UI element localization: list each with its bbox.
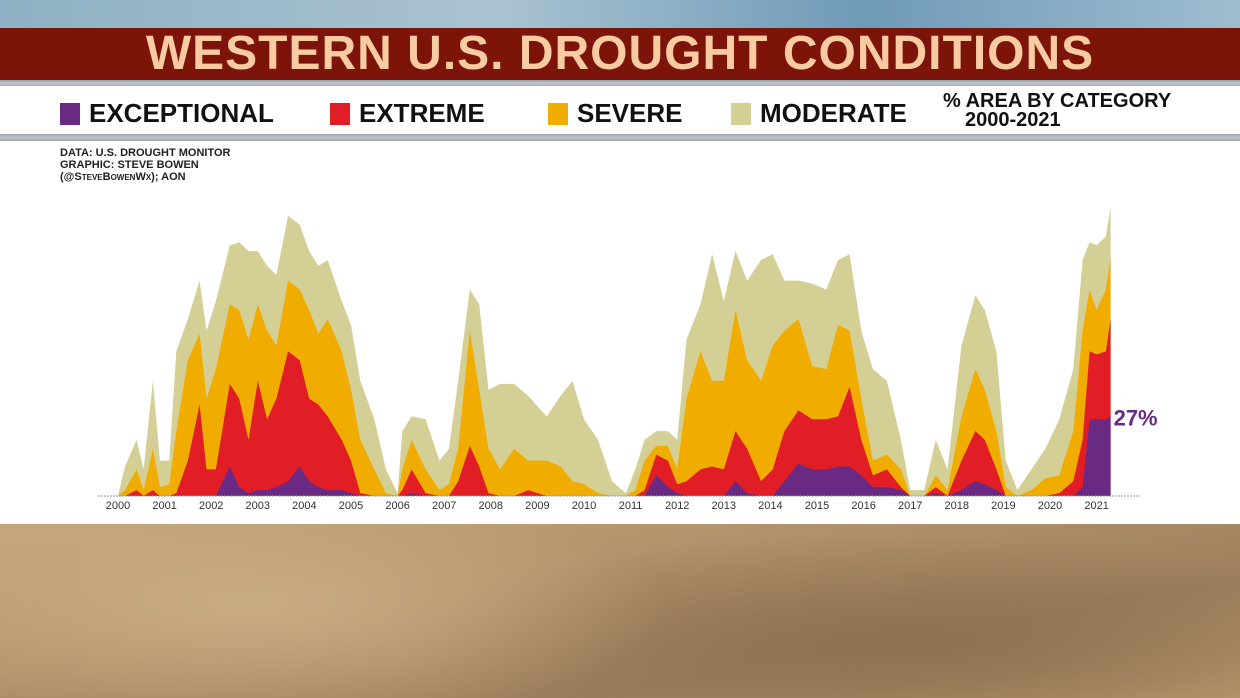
legend-item-severe: SEVERE	[548, 98, 683, 129]
x-tick-label: 2010	[572, 500, 596, 512]
legend-note: % AREA BY CATEGORY 2000-2021	[943, 90, 1172, 131]
x-tick-label: 2019	[991, 500, 1015, 512]
x-tick-label: 2000	[106, 500, 130, 512]
legend-label: MODERATE	[760, 98, 907, 128]
divider-bottom	[0, 134, 1240, 141]
x-tick-label: 2004	[292, 500, 316, 512]
source-line: GRAPHIC: STEVE BOWEN	[60, 159, 199, 171]
legend-item-extreme: EXTREME	[330, 98, 485, 129]
divider-top	[0, 80, 1240, 87]
area-severe	[118, 257, 1111, 496]
legend-swatch	[330, 102, 350, 125]
area-extreme	[118, 319, 1111, 496]
x-tick-label: 2005	[339, 500, 363, 512]
x-tick-label: 2001	[152, 500, 176, 512]
legend-item-exceptional: EXCEPTIONAL	[60, 98, 274, 129]
x-tick-label: 2003	[246, 500, 270, 512]
legend-note-line2: 2000-2021	[965, 109, 1061, 131]
legend-swatch	[548, 102, 568, 125]
x-tick-label: 2015	[805, 500, 829, 512]
page-title: WESTERN U.S. DROUGHT CONDITIONS	[145, 27, 1095, 80]
x-tick-label: 2006	[385, 500, 409, 512]
sky-background	[0, 0, 1240, 28]
x-tick-label: 2021	[1084, 500, 1108, 512]
legend-swatch	[60, 102, 80, 125]
x-tick-label: 2011	[619, 500, 643, 512]
source-line: (@SteveBowenWx); AON	[60, 171, 186, 183]
source-credit: DATA: U.S. DROUGHT MONITOR GRAPHIC: STEV…	[60, 147, 231, 183]
x-tick-label: 2009	[525, 500, 549, 512]
legend-item-moderate: MODERATE	[731, 98, 907, 129]
legend: EXCEPTIONAL EXTREME SEVERE MODERATE % AR…	[0, 86, 1240, 134]
sand-dunes-background	[0, 524, 1240, 698]
x-tick-label: 2014	[758, 500, 782, 512]
x-tick-label: 2018	[945, 500, 969, 512]
legend-note-line1: % AREA BY CATEGORY	[943, 90, 1172, 112]
x-tick-label: 2002	[199, 500, 223, 512]
x-tick-label: 2016	[851, 500, 875, 512]
x-tick-label: 2008	[479, 500, 503, 512]
legend-swatch	[731, 102, 751, 125]
x-tick-label: 2020	[1038, 500, 1062, 512]
x-tick-label: 2012	[665, 500, 689, 512]
x-tick-label: 2013	[712, 500, 736, 512]
legend-label: EXCEPTIONAL	[89, 98, 274, 128]
x-tick-label: 2017	[898, 500, 922, 512]
title-banner: WESTERN U.S. DROUGHT CONDITIONS	[0, 28, 1240, 80]
legend-label: EXTREME	[359, 98, 485, 128]
source-line: DATA: U.S. DROUGHT MONITOR	[60, 147, 231, 159]
legend-label: SEVERE	[577, 98, 683, 128]
exceptional-value-annotation: 27%	[1114, 405, 1158, 430]
x-tick-label: 2007	[432, 500, 456, 512]
